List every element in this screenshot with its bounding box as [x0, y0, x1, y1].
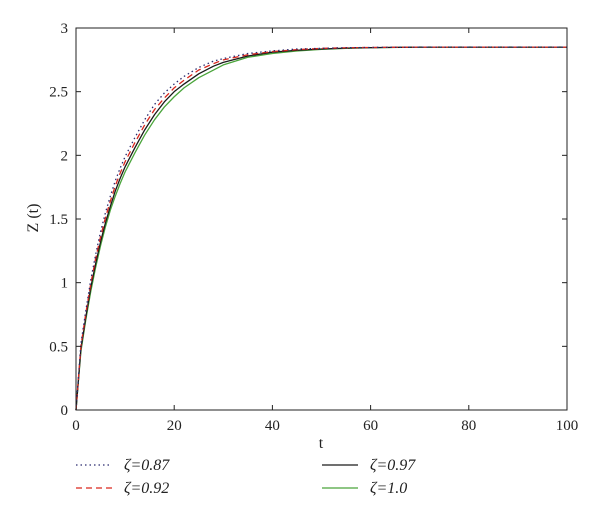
series-line-1	[75, 46, 567, 411]
y-tick-label: 0.5	[49, 339, 68, 355]
legend-label-2: ζ=0.97	[370, 457, 416, 474]
y-tick-label: 1.5	[49, 212, 68, 228]
x-axis-label: t	[319, 435, 324, 452]
x-tick-label: 40	[265, 418, 280, 434]
legend: ζ=0.87 ζ=0.92 ζ=0.97 ζ=1.0	[76, 457, 416, 497]
x-tick-label: 60	[363, 418, 378, 434]
y-tick-label: 2.5	[49, 85, 68, 101]
plot-area	[75, 46, 567, 411]
x-tick-label: 20	[167, 418, 182, 434]
legend-label-1: ζ=0.92	[124, 480, 169, 497]
series-line-0	[75, 46, 567, 411]
legend-label-3: ζ=1.0	[370, 480, 407, 497]
y-tick-label: 0	[61, 403, 69, 419]
y-tick-label: 1	[61, 276, 69, 292]
y-tick-label: 3	[61, 21, 69, 37]
y-tick-label: 2	[61, 148, 69, 164]
y-axis-label: Z (t)	[25, 204, 42, 233]
x-tick-label: 80	[461, 418, 476, 434]
plot-frame	[75, 27, 568, 411]
axes: 0 20 40 60 80 100 0 0.5 1 1.5 2 2.5 3	[49, 21, 578, 434]
x-tick-label: 100	[556, 418, 579, 434]
series-line-2	[75, 46, 567, 411]
legend-label-0: ζ=0.87	[124, 457, 170, 474]
x-tick-label: 0	[72, 418, 80, 434]
series-line-3	[75, 46, 567, 411]
